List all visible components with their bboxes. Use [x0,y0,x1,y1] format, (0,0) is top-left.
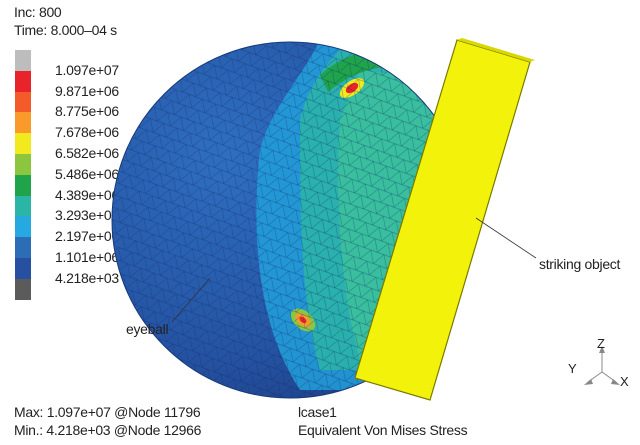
striking-object-model [354,38,535,401]
legend-swatch [15,70,31,92]
legend-swatch [15,278,31,300]
legend-value-label: 5.486e+06 [55,165,119,182]
load-case-label: lcase1 [298,404,337,420]
legend-value-label: 8.775e+06 [55,103,119,120]
legend-value-label: 7.678e+06 [55,124,119,141]
axis-z-label: Z [597,336,605,351]
increment-label: Inc: 800 [14,4,62,20]
legend-swatch [15,174,31,196]
legend-swatch [15,237,31,258]
striking-object-label: striking object [539,256,621,272]
quantity-label: Equivalent Von Mises Stress [298,422,468,438]
legend-swatch [15,112,31,134]
legend-swatch [15,153,31,175]
eyeball-leader [171,277,211,323]
legend-value-label: 2.197e+06 [55,228,119,245]
legend-value-label: 9.871e+06 [55,82,119,99]
axis-x-label: X [620,374,629,389]
legend-swatch [15,257,31,279]
eyeball-label: eyeball [126,321,169,337]
legend-value-label: 4.218e+03 [55,269,119,286]
legend-value-label: 1.097e+07 [55,61,119,78]
min-value-label: Min.: 4.218e+03 @Node 12966 [14,422,202,438]
legend-value-label: 6.582e+06 [55,145,119,161]
axis-triad [584,346,620,385]
legend-value-label: 4.389e+06 [55,186,119,203]
legend-swatch [15,195,31,217]
legend-swatch [15,50,31,71]
striking-object-leader [475,217,537,259]
axis-y-label: Y [568,361,577,376]
legend-value-label: 1.101e+06 [55,249,119,265]
max-value-label: Max: 1.097e+07 @Node 11796 [14,404,201,420]
time-label: Time: 8.000–04 s [14,22,117,38]
legend-swatch [15,133,31,154]
legend-swatch [15,91,31,113]
legend-swatch [15,216,31,238]
color-legend: 1.097e+07 9.871e+06 8.775e+06 7.678e+06 6.58… [15,50,119,300]
legend-value-label: 3.293e+06 [55,207,119,224]
